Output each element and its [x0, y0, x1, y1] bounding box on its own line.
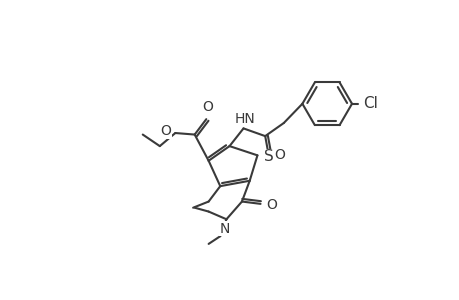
- Text: O: O: [266, 198, 277, 212]
- Text: HN: HN: [234, 112, 255, 126]
- Text: N: N: [219, 222, 230, 236]
- Text: O: O: [274, 148, 285, 162]
- Text: O: O: [202, 100, 213, 114]
- Text: O: O: [160, 124, 171, 139]
- Text: S: S: [264, 149, 274, 164]
- Text: Cl: Cl: [362, 96, 377, 111]
